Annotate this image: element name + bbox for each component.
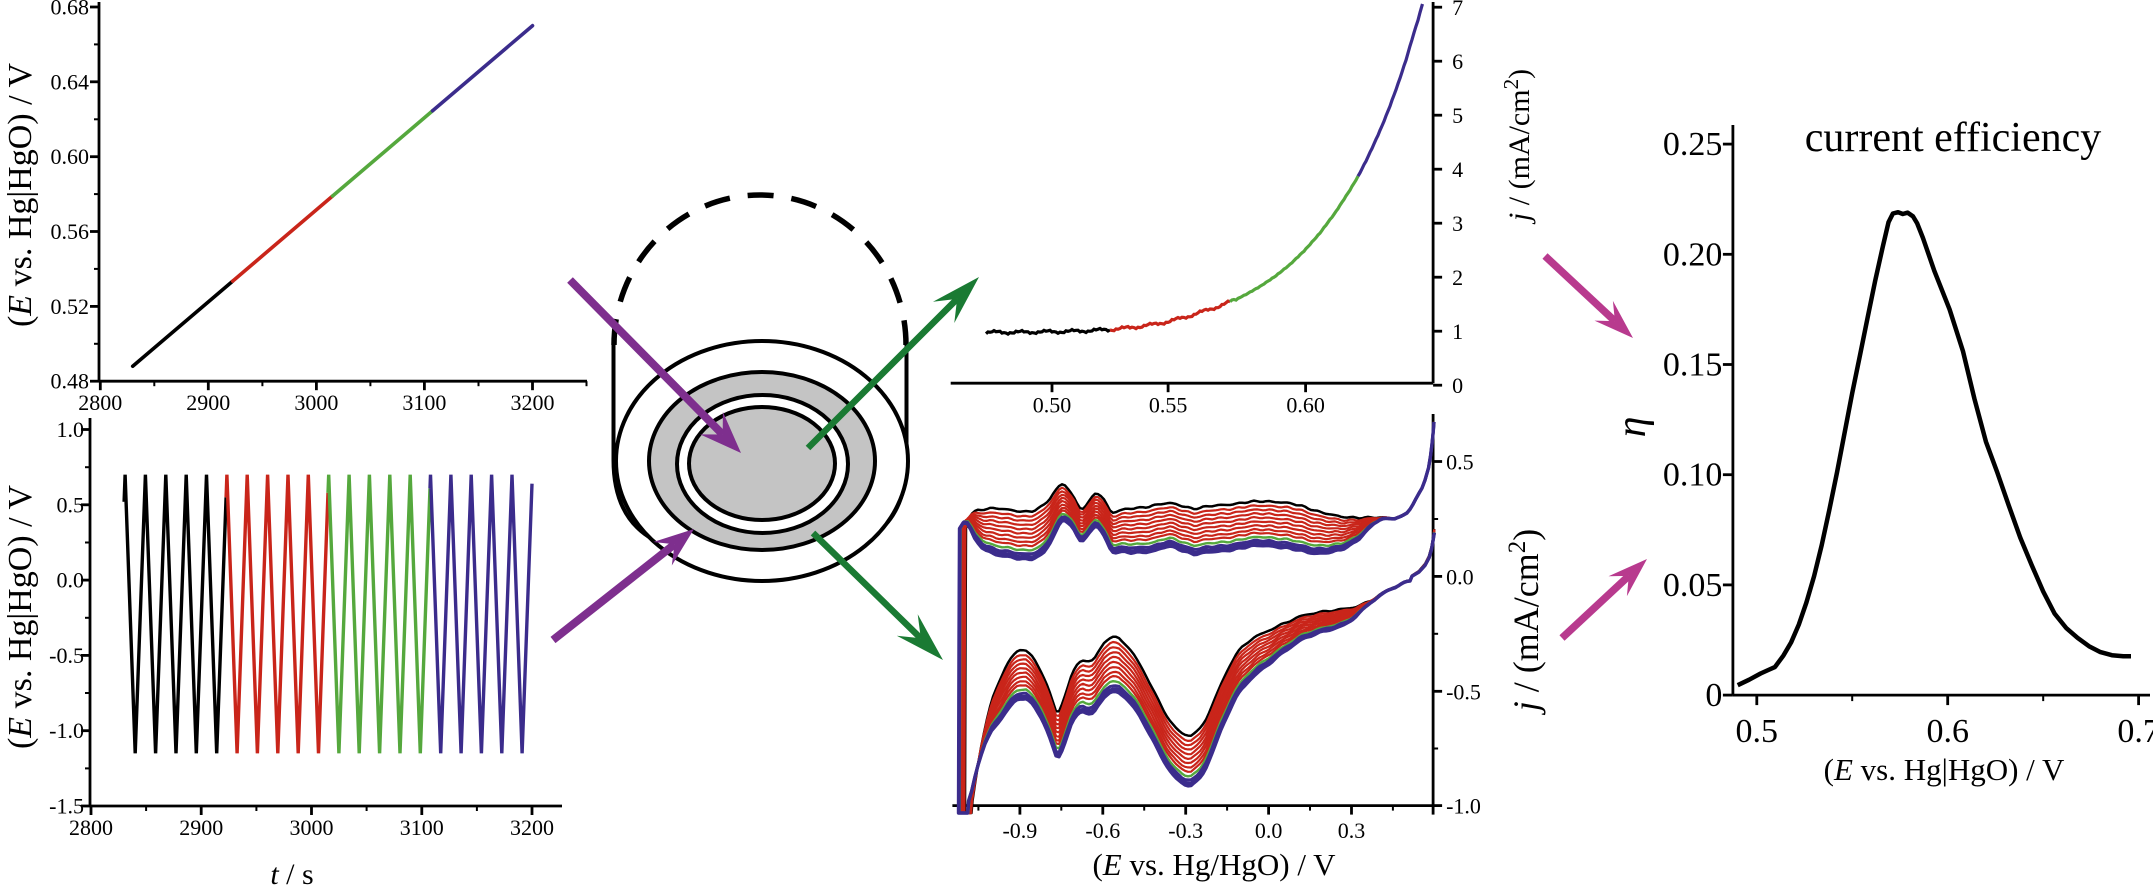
svg-text:η: η <box>1609 417 1655 438</box>
svg-text:0.50: 0.50 <box>1033 393 1072 418</box>
svg-text:-0.5: -0.5 <box>1446 679 1481 704</box>
svg-text:0.6: 0.6 <box>1926 713 1969 750</box>
svg-text:(E vs. Hg/HgO) / V: (E vs. Hg/HgO) / V <box>1092 847 1336 882</box>
svg-text:0: 0 <box>1705 677 1722 714</box>
svg-text:2800: 2800 <box>69 815 113 840</box>
svg-text:3200: 3200 <box>511 390 555 415</box>
svg-text:3000: 3000 <box>290 815 334 840</box>
svg-text:0.5: 0.5 <box>1736 713 1779 750</box>
svg-text:0.64: 0.64 <box>51 69 90 94</box>
svg-text:current efficiency: current efficiency <box>1805 115 2102 161</box>
svg-text:(E vs. Hg|HgO) / V: (E vs. Hg|HgO) / V <box>2 485 39 749</box>
svg-text:0.60: 0.60 <box>1286 393 1325 418</box>
svg-text:6: 6 <box>1452 49 1463 74</box>
svg-text:0.5: 0.5 <box>57 492 85 517</box>
svg-text:3: 3 <box>1452 211 1463 236</box>
svg-text:0: 0 <box>1452 373 1463 398</box>
svg-text:t / s: t / s <box>270 858 313 886</box>
svg-text:-0.6: -0.6 <box>1085 818 1120 843</box>
svg-text:-0.3: -0.3 <box>1168 818 1203 843</box>
svg-text:1: 1 <box>1452 319 1463 344</box>
svg-text:3000: 3000 <box>294 390 338 415</box>
svg-text:5: 5 <box>1452 103 1463 128</box>
svg-text:0.52: 0.52 <box>51 294 90 319</box>
svg-text:(E vs. Hg|HgO) / V: (E vs. Hg|HgO) / V <box>1824 752 2065 787</box>
svg-text:1.0: 1.0 <box>57 417 85 442</box>
svg-text:0.48: 0.48 <box>51 369 90 394</box>
svg-text:0.5: 0.5 <box>1446 450 1474 475</box>
svg-text:0.10: 0.10 <box>1663 457 1723 494</box>
svg-text:0.05: 0.05 <box>1663 567 1723 604</box>
svg-text:0.15: 0.15 <box>1663 347 1723 384</box>
svg-text:0.55: 0.55 <box>1149 393 1188 418</box>
svg-text:0.25: 0.25 <box>1663 126 1723 163</box>
svg-text:j / (mA/cm2): j / (mA/cm2) <box>1499 69 1536 225</box>
svg-text:3100: 3100 <box>402 390 446 415</box>
svg-text:2900: 2900 <box>179 815 223 840</box>
svg-text:0.56: 0.56 <box>51 219 90 244</box>
svg-text:0.0: 0.0 <box>1446 564 1474 589</box>
svg-text:2: 2 <box>1452 265 1463 290</box>
svg-text:-1.0: -1.0 <box>49 718 84 743</box>
svg-text:4: 4 <box>1452 157 1463 182</box>
svg-text:-0.9: -0.9 <box>1002 818 1037 843</box>
svg-text:0.60: 0.60 <box>51 144 90 169</box>
svg-text:j / (mA/cm2): j / (mA/cm2) <box>1504 529 1546 716</box>
svg-text:3100: 3100 <box>400 815 444 840</box>
svg-text:2800: 2800 <box>78 390 122 415</box>
svg-text:2900: 2900 <box>186 390 230 415</box>
svg-text:3200: 3200 <box>510 815 554 840</box>
svg-text:-1.0: -1.0 <box>1446 794 1481 819</box>
svg-text:(E vs. Hg|HgO) / V: (E vs. Hg|HgO) / V <box>2 63 39 327</box>
svg-text:-1.5: -1.5 <box>49 794 84 819</box>
svg-text:0.0: 0.0 <box>1255 818 1283 843</box>
svg-text:0.3: 0.3 <box>1338 818 1366 843</box>
svg-text:0.20: 0.20 <box>1663 236 1723 273</box>
svg-text:0.0: 0.0 <box>57 568 85 593</box>
svg-text:7: 7 <box>1452 0 1463 20</box>
svg-text:0.7: 0.7 <box>2117 713 2153 750</box>
svg-text:0.68: 0.68 <box>51 0 90 20</box>
svg-text:-0.5: -0.5 <box>49 643 84 668</box>
